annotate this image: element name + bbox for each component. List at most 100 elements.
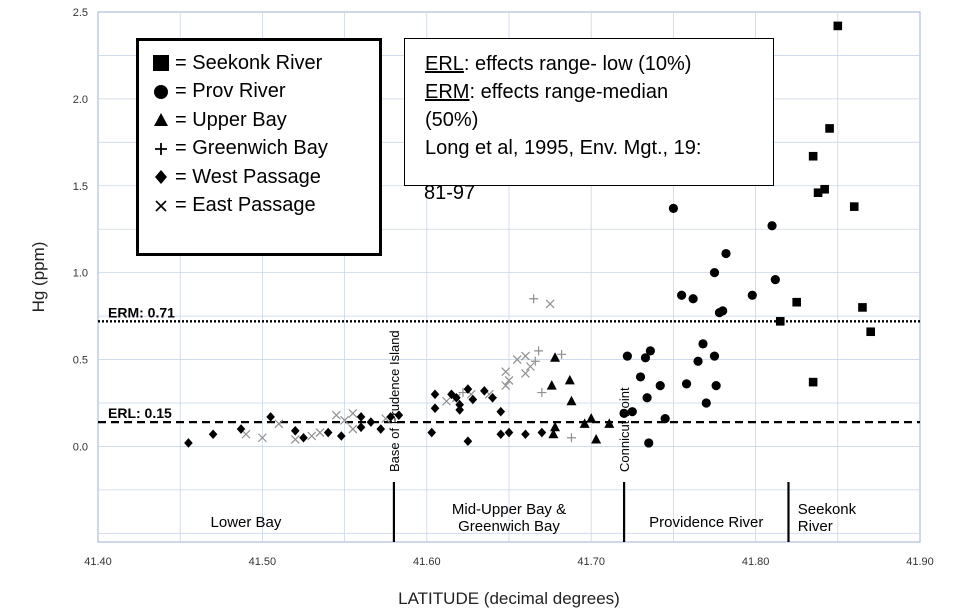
data-point-circle (677, 290, 687, 300)
data-point-diamond (447, 389, 456, 400)
data-point-x (501, 367, 511, 377)
data-point-square (808, 151, 818, 161)
reference-label: ERL: 0.15 (108, 405, 172, 421)
y-tick-label: 0.0 (73, 441, 88, 453)
data-points (184, 21, 875, 448)
circle-marker-icon (151, 83, 171, 101)
data-point-plus (537, 388, 547, 398)
data-point-square (833, 21, 843, 31)
data-point-circle (701, 398, 711, 408)
data-point-circle (709, 351, 720, 361)
erm-text: : effects range-median (469, 81, 669, 103)
data-point-circle (711, 381, 721, 391)
data-point-diamond (504, 427, 514, 438)
y-tick-label: 2.5 (73, 7, 88, 19)
reference-label: ERM: 0.71 (108, 304, 175, 320)
region-label: Seekonk (798, 501, 857, 518)
circle-marker-glyph (154, 84, 168, 99)
legend-text: = West Passage (175, 165, 321, 188)
x-marker-icon (151, 197, 171, 215)
data-point-square (825, 124, 834, 133)
data-point-triangle (604, 418, 615, 428)
plus-marker-shape (155, 142, 167, 155)
data-point-diamond (366, 417, 376, 427)
diamond-marker-shape (155, 170, 167, 185)
diamond-marker-glyph (155, 170, 167, 185)
data-point-x (545, 299, 555, 309)
square-marker-shape (153, 55, 169, 72)
region-label: Mid-Upper Bay & (452, 501, 566, 518)
annotation-labels: Lower Bay Mid-Upper Bay &Greenwich Bay Pro… (211, 330, 857, 535)
data-point-circle (627, 407, 637, 417)
y-axis-ticks: 0.0 0.5 1.0 1.5 2.0 2.5 (73, 7, 88, 453)
data-point-square (849, 202, 859, 211)
data-point-diamond (236, 424, 246, 434)
data-point-diamond (290, 425, 300, 436)
data-point-x (307, 431, 317, 441)
data-point-x (442, 396, 451, 406)
data-point-diamond (496, 429, 506, 440)
erl-abbr: ERL (425, 53, 464, 75)
erl-text: : effects range- low (10%) (463, 53, 692, 75)
data-point-diamond (480, 386, 489, 396)
legend-text: = Prov River (175, 80, 286, 103)
data-point-x (340, 415, 350, 425)
y-tick-label: 1.0 (73, 268, 88, 280)
x-tick-label: 41.60 (413, 556, 441, 568)
data-point-x (504, 375, 514, 385)
data-point-diamond (386, 412, 395, 422)
data-point-triangle (586, 413, 597, 423)
region-label: River (798, 518, 833, 535)
data-point-circle (644, 438, 654, 448)
legend-item: = Seekonk River (151, 49, 379, 78)
legend-item: = Upper Bay (151, 106, 379, 135)
data-point-diamond (468, 394, 478, 405)
data-point-diamond (488, 392, 497, 403)
legend-item: = East Passage (151, 192, 379, 221)
data-point-plus (458, 388, 468, 398)
x-tick-label: 41.90 (906, 556, 934, 568)
x-axis-ticks: 41.40 41.50 41.60 41.70 41.80 41.90 (84, 556, 934, 568)
triangle-marker-icon (151, 111, 171, 129)
data-point-x (525, 362, 535, 371)
legend-text: = Greenwich Bay (175, 137, 328, 160)
diamond-marker-icon (151, 168, 171, 186)
data-point-triangle (550, 352, 561, 362)
data-point-circle (698, 339, 708, 349)
data-point-x (512, 355, 522, 364)
y-tick-label: 0.5 (73, 355, 88, 367)
data-point-x (348, 424, 358, 434)
data-point-circle (721, 248, 731, 259)
data-point-x (331, 410, 341, 420)
data-point-diamond (394, 410, 404, 420)
data-point-plus (530, 356, 540, 366)
data-point-circle (714, 308, 725, 318)
region-label: Lower Bay (211, 514, 282, 531)
data-point-x (241, 429, 251, 439)
data-point-diamond (184, 438, 193, 448)
data-point-circle (622, 351, 632, 361)
data-point-diamond (463, 436, 473, 447)
data-point-square (808, 377, 818, 387)
legend-text: = East Passage (175, 194, 316, 217)
x-marker-glyph (155, 200, 167, 212)
data-point-diamond (356, 412, 366, 422)
data-point-circle (660, 414, 670, 424)
note-citation-2: 81-97 (424, 182, 476, 204)
data-point-circle (640, 353, 651, 363)
data-point-circle (681, 379, 692, 389)
data-point-square (820, 184, 829, 194)
data-point-diamond (323, 427, 333, 438)
data-point-diamond (430, 389, 440, 400)
data-point-triangle (579, 418, 590, 428)
marker-legend: = Seekonk River = Prov River = Upper Bay = … (136, 38, 382, 256)
plus-marker-icon (151, 140, 171, 158)
data-point-x (290, 435, 300, 444)
region-label: Providence River (649, 514, 763, 531)
data-point-diamond (463, 384, 473, 394)
data-point-diamond (455, 405, 464, 415)
data-point-circle (655, 381, 665, 391)
data-point-circle (645, 346, 655, 356)
data-point-x (521, 369, 530, 378)
data-point-diamond (521, 429, 530, 440)
